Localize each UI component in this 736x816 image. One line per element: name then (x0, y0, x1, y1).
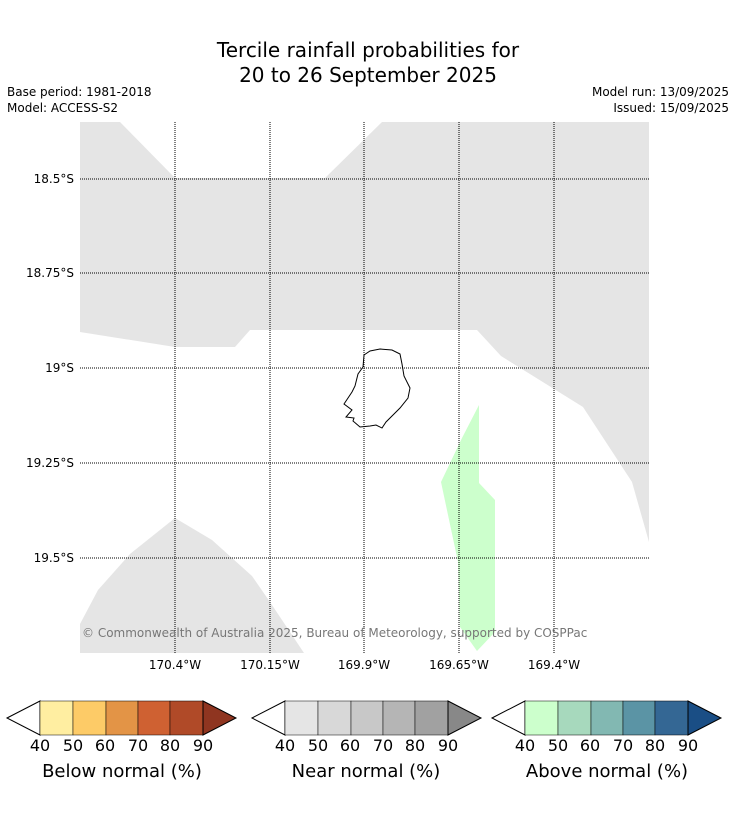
lat-label: 18.5°S (33, 172, 74, 186)
colorbar-swatch (414, 700, 449, 736)
above-normal-region (441, 405, 495, 651)
colorbar-tick: 90 (677, 736, 699, 755)
colorbar-under-triangle (5, 700, 41, 736)
meta-left: Base period: 1981-2018 Model: ACCESS-S2 (7, 84, 152, 116)
colorbar-swatch (317, 700, 352, 736)
colorbar-tick: 80 (159, 736, 181, 755)
colorbar-swatch (169, 700, 204, 736)
colorbar-tick: 70 (127, 736, 149, 755)
colorbar-under-triangle (490, 700, 526, 736)
model-name: Model: ACCESS-S2 (7, 101, 119, 115)
colorbar-swatch (350, 700, 384, 736)
colorbar-swatch (557, 700, 592, 736)
colorbar-below-label: Below normal (%) (42, 761, 202, 782)
colorbar-swatch (284, 700, 319, 736)
longitude-gridlines (174, 122, 555, 653)
colorbar-tick: 40 (274, 736, 296, 755)
colorbar-near-label: Near normal (%) (291, 761, 441, 782)
colorbar-tick: 50 (547, 736, 569, 755)
map-panel (80, 122, 649, 653)
colorbar-over-triangle (687, 700, 723, 736)
lat-label: 18.75°S (26, 266, 74, 280)
colorbar-tick: 40 (29, 736, 51, 755)
lon-label: 169.9°W (337, 658, 391, 672)
colorbar-under-triangle (250, 700, 286, 736)
lat-label: 19.25°S (26, 456, 74, 470)
colorbar-tick: 80 (644, 736, 666, 755)
issued-date: Issued: 15/09/2025 (613, 101, 729, 115)
lon-label: 170.15°W (240, 658, 300, 672)
colorbar-below-normal (5, 700, 238, 736)
colorbar-tick: 40 (514, 736, 536, 755)
colorbar-above-normal-svg (490, 700, 723, 736)
colorbar-tick: 50 (62, 736, 84, 755)
island-outline (343, 348, 411, 429)
title-line-2: 20 to 26 September 2025 (239, 63, 497, 87)
colorbar-tick: 90 (437, 736, 459, 755)
colorbar-below-normal-svg (5, 700, 238, 736)
colorbar-tick: 70 (372, 736, 394, 755)
colorbar-over-triangle (447, 700, 483, 736)
colorbar-tick: 60 (339, 736, 361, 755)
map-svg (80, 122, 649, 653)
base-period: Base period: 1981-2018 (7, 85, 152, 99)
near-normal-region-north (80, 122, 649, 542)
meta-right: Model run: 13/09/2025 Issued: 15/09/2025 (592, 84, 729, 116)
colorbar-tick: 80 (404, 736, 426, 755)
colorbar-swatch (654, 700, 689, 736)
colorbar-swatch (72, 700, 107, 736)
colorbar-swatch (137, 700, 171, 736)
colorbar-above-label: Above normal (%) (525, 761, 689, 782)
lon-label: 170.4°W (148, 658, 202, 672)
colorbar-tick: 50 (307, 736, 329, 755)
near-normal-region-southwest (80, 518, 304, 653)
colorbar-swatch (105, 700, 139, 736)
lon-label: 169.4°W (527, 658, 581, 672)
colorbar-near-normal-svg (250, 700, 483, 736)
colorbar-swatch (524, 700, 559, 736)
colorbar-swatch (622, 700, 656, 736)
copyright-notice: © Commonwealth of Australia 2025, Bureau… (82, 626, 588, 640)
colorbar-tick: 60 (579, 736, 601, 755)
colorbar-above-normal (490, 700, 723, 736)
colorbar-swatch (382, 700, 416, 736)
colorbar-tick: 60 (94, 736, 116, 755)
model-run: Model run: 13/09/2025 (591, 85, 729, 99)
chart-title: Tercile rainfall probabilities for 20 to… (0, 38, 736, 88)
lon-label: 169.65°W (429, 658, 489, 672)
colorbar-swatch (39, 700, 74, 736)
lat-label: 19.5°S (33, 551, 74, 565)
title-line-1: Tercile rainfall probabilities for (216, 38, 520, 62)
colorbar-tick: 70 (612, 736, 634, 755)
colorbar-near-normal (250, 700, 483, 736)
colorbar-tick: 90 (192, 736, 214, 755)
colorbar-over-triangle (202, 700, 238, 736)
lat-label: 19°S (45, 361, 74, 375)
colorbar-swatch (590, 700, 624, 736)
